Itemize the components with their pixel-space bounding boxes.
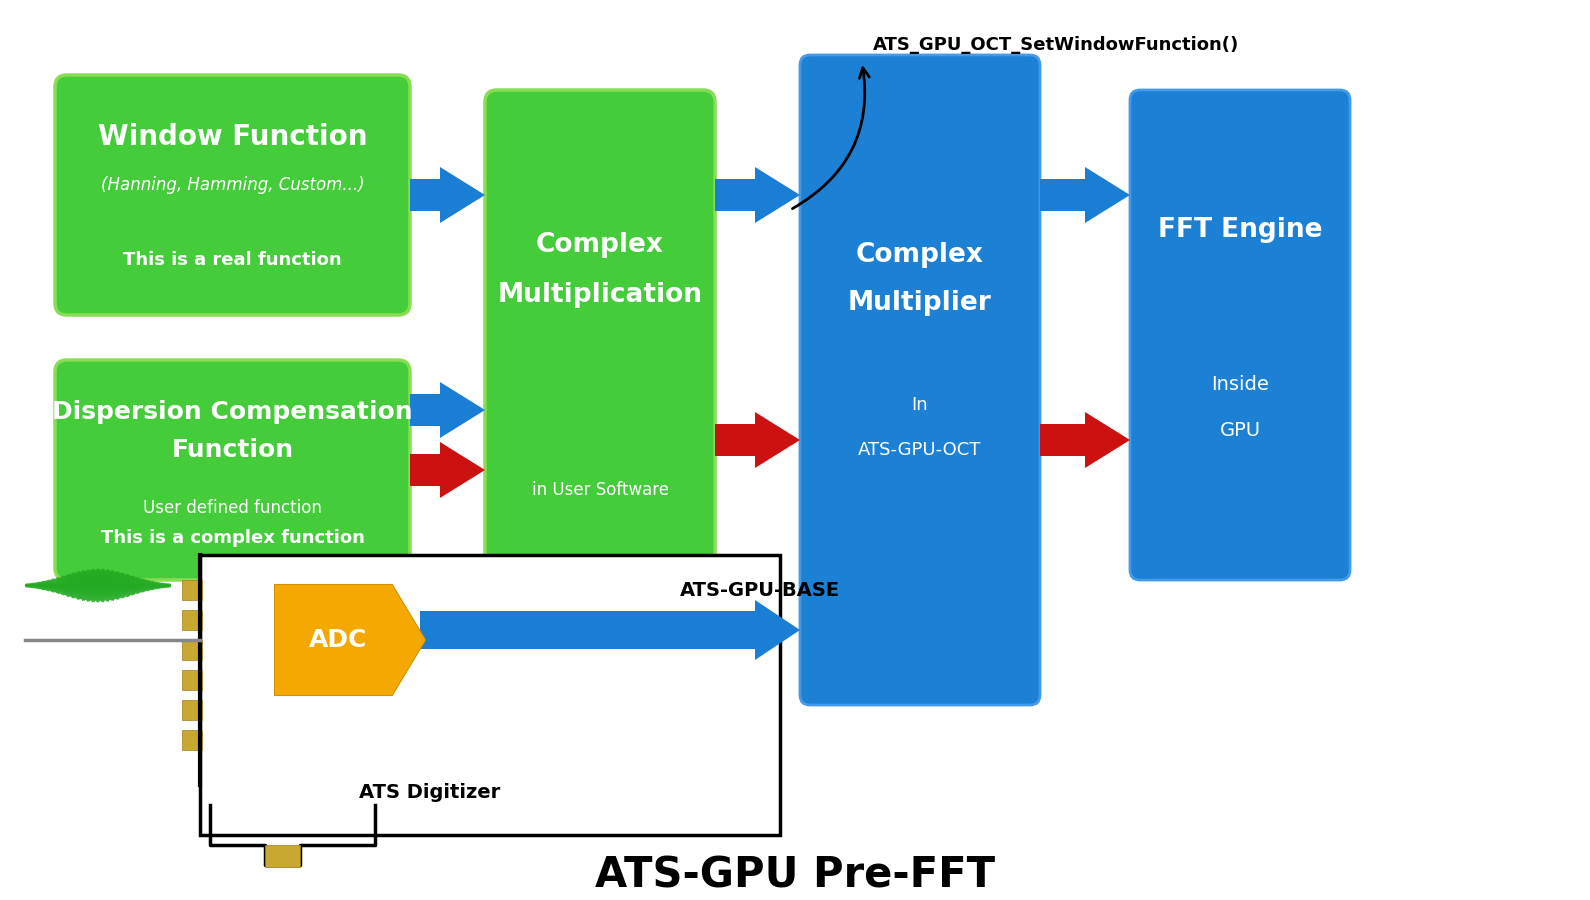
Text: GPU: GPU	[1220, 420, 1261, 439]
Polygon shape	[420, 600, 800, 660]
Text: ATS Digitizer: ATS Digitizer	[359, 784, 501, 803]
Polygon shape	[275, 585, 425, 695]
Text: Window Function: Window Function	[97, 123, 367, 151]
FancyBboxPatch shape	[56, 75, 410, 315]
Text: ADC: ADC	[308, 628, 367, 652]
Text: ATS-GPU-BASE: ATS-GPU-BASE	[681, 580, 840, 599]
Text: in User Software: in User Software	[531, 481, 668, 499]
Text: Multiplier: Multiplier	[847, 290, 992, 316]
Polygon shape	[1040, 412, 1130, 468]
FancyBboxPatch shape	[1130, 90, 1350, 580]
Text: Complex: Complex	[536, 232, 665, 258]
Text: Dispersion Compensation: Dispersion Compensation	[52, 400, 413, 424]
Bar	[181, 610, 202, 630]
Polygon shape	[716, 412, 800, 468]
Text: Function: Function	[172, 438, 294, 462]
FancyBboxPatch shape	[1130, 90, 1350, 580]
FancyBboxPatch shape	[485, 90, 716, 580]
Text: ATS_GPU_OCT_SetWindowFunction(): ATS_GPU_OCT_SetWindowFunction()	[873, 36, 1239, 54]
Polygon shape	[1040, 167, 1130, 223]
Bar	[181, 730, 202, 750]
FancyBboxPatch shape	[56, 360, 410, 580]
Text: ATS-GPU Pre-FFT: ATS-GPU Pre-FFT	[595, 854, 995, 896]
Text: Complex: Complex	[855, 242, 984, 268]
Polygon shape	[410, 442, 485, 498]
Bar	[181, 700, 202, 720]
Bar	[181, 640, 202, 660]
Polygon shape	[410, 167, 485, 223]
Text: This is a complex function: This is a complex function	[100, 529, 364, 547]
Text: User defined function: User defined function	[143, 499, 321, 517]
FancyBboxPatch shape	[800, 55, 1040, 705]
FancyBboxPatch shape	[800, 55, 1040, 705]
Text: Multiplication: Multiplication	[498, 282, 703, 308]
Text: (Hanning, Hamming, Custom...): (Hanning, Hamming, Custom...)	[100, 176, 364, 194]
Bar	[181, 580, 202, 600]
Text: Inside: Inside	[1212, 375, 1269, 394]
Text: In: In	[911, 396, 929, 414]
FancyBboxPatch shape	[485, 90, 716, 580]
Text: FFT Engine: FFT Engine	[1158, 217, 1323, 243]
FancyBboxPatch shape	[56, 75, 410, 315]
Bar	[181, 670, 202, 690]
Bar	[200, 555, 781, 835]
Bar	[266, 845, 301, 867]
FancyBboxPatch shape	[56, 360, 410, 580]
FancyArrowPatch shape	[792, 68, 870, 209]
Text: ATS-GPU-OCT: ATS-GPU-OCT	[859, 441, 981, 459]
Polygon shape	[275, 585, 425, 695]
Polygon shape	[716, 167, 800, 223]
Text: This is a real function: This is a real function	[122, 251, 342, 269]
Polygon shape	[410, 382, 485, 438]
